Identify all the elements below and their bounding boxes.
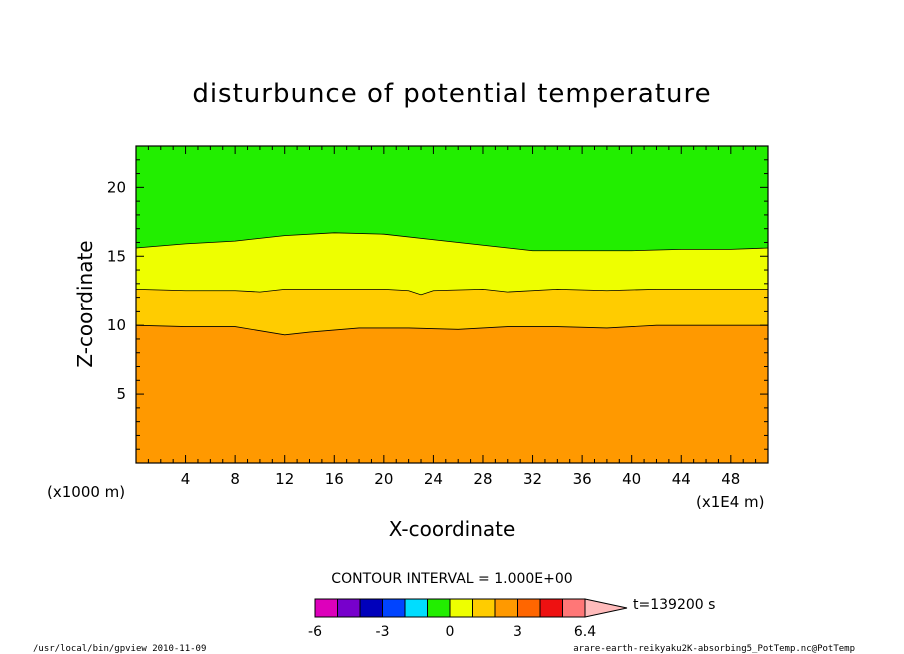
x-tick-label: 12 xyxy=(275,470,294,488)
y-axis-ticks: 5 10 15 20 xyxy=(107,178,126,403)
colorbar-swatch xyxy=(314,598,338,618)
colorbar-tick-label: 3 xyxy=(513,624,522,640)
contour-lines xyxy=(135,232,769,336)
x-tick-label: 40 xyxy=(622,470,641,488)
x-tick-label: 4 xyxy=(181,470,191,488)
x-axis-label: X-coordinate xyxy=(389,517,516,541)
x-tick-label: 32 xyxy=(523,470,542,488)
contour-bands xyxy=(136,146,768,463)
colorbar-tick-label: -3 xyxy=(376,624,390,640)
colorbar-tick-label: 6.4 xyxy=(574,624,596,640)
colorbar-swatch xyxy=(449,598,473,618)
colorbar-arrow xyxy=(584,598,628,618)
x-unit-right: (x1E4 m) xyxy=(696,493,765,511)
x-tick-label: 36 xyxy=(573,470,592,488)
plot-border xyxy=(135,145,769,464)
colorbar-swatch xyxy=(517,598,541,618)
colorbar-tick-label: -6 xyxy=(308,624,322,640)
y-tick-label: 5 xyxy=(116,385,126,403)
colorbar-swatch xyxy=(427,598,451,618)
y-tick-label: 20 xyxy=(107,178,126,196)
y-tick-label: 15 xyxy=(107,247,126,265)
x-axis-ticks: 4 8 12 16 20 24 28 32 36 40 44 48 xyxy=(181,470,741,488)
colorbar-swatch xyxy=(359,598,383,618)
contour-line-1 xyxy=(135,324,768,336)
chart-title: disturbunce of potential temperature xyxy=(192,79,711,109)
colorbar-swatch xyxy=(472,598,496,618)
contour-band-1 xyxy=(136,325,768,463)
colorbar-swatch xyxy=(539,598,563,618)
colorbar-swatch xyxy=(382,598,406,618)
footer-left: /usr/local/bin/gpview 2010-11-09 xyxy=(33,644,206,654)
contour-line-3 xyxy=(135,232,769,252)
footer-right: arare-earth-reikyaku2K-absorbing5_PotTem… xyxy=(573,644,855,654)
x-tick-label: 8 xyxy=(230,470,240,488)
y-axis-label: Z-coordinate xyxy=(73,240,97,367)
contour-band-2 xyxy=(136,289,768,335)
time-label: t=139200 s xyxy=(633,597,715,613)
x-unit-left: (x1000 m) xyxy=(47,483,125,501)
colorbar: -6 -3 0 3 6.4 xyxy=(308,598,628,640)
y-tick-label: 10 xyxy=(107,316,126,334)
colorbar-swatch xyxy=(337,598,361,618)
colorbar-tick-label: 0 xyxy=(446,624,455,640)
contour-interval-text: CONTOUR INTERVAL = 1.000E+00 xyxy=(331,571,572,587)
x-tick-label: 48 xyxy=(721,470,740,488)
x-tick-label: 24 xyxy=(424,470,443,488)
x-tick-label: 20 xyxy=(374,470,393,488)
x-tick-label: 44 xyxy=(672,470,691,488)
contour-band-4 xyxy=(136,146,768,251)
colorbar-swatch xyxy=(404,598,428,618)
colorbar-swatch xyxy=(494,598,518,618)
x-tick-label: 16 xyxy=(325,470,344,488)
contour-band-3 xyxy=(136,232,768,295)
colorbar-swatch xyxy=(562,598,586,618)
plot-frame xyxy=(135,145,769,464)
x-tick-label: 28 xyxy=(473,470,492,488)
contour-line-2 xyxy=(135,288,768,296)
